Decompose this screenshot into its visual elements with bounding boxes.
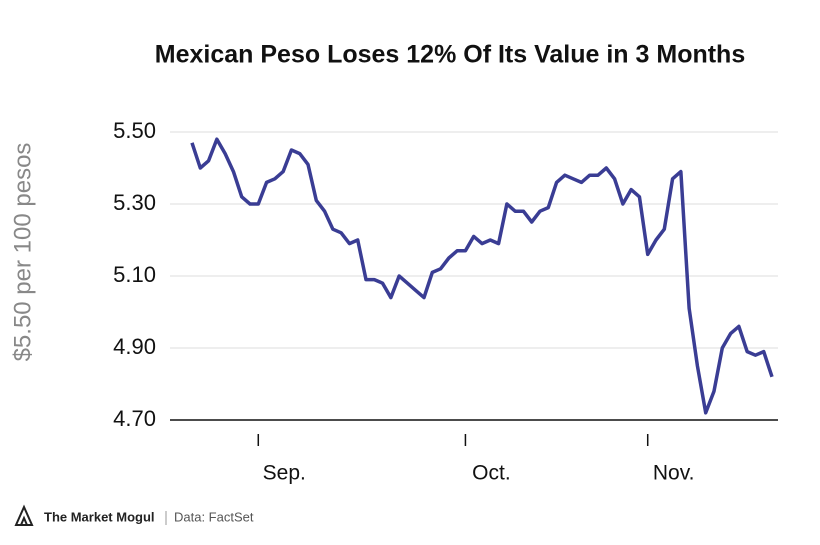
y-tick-label: 4.70: [113, 406, 156, 431]
x-tick-label: Nov.: [653, 462, 695, 485]
brand: The Market Mogul: [44, 509, 155, 524]
y-tick-label: 5.30: [113, 190, 156, 215]
y-tick-label: 5.50: [113, 118, 156, 143]
logo: [14, 504, 34, 526]
line: [190, 137, 774, 415]
y-axis-label: $5.50 per 100 pesos: [9, 143, 36, 362]
x-tick-label: Sep.: [263, 462, 306, 485]
chart-title: Mexican Peso Loses 12% Of Its Value in 3…: [155, 41, 745, 69]
x-tick-label: Oct.: [472, 462, 511, 485]
y-tick-label: 5.10: [113, 262, 156, 287]
source: Data: FactSet: [174, 509, 254, 524]
y-tick-label: 4.90: [113, 334, 156, 359]
